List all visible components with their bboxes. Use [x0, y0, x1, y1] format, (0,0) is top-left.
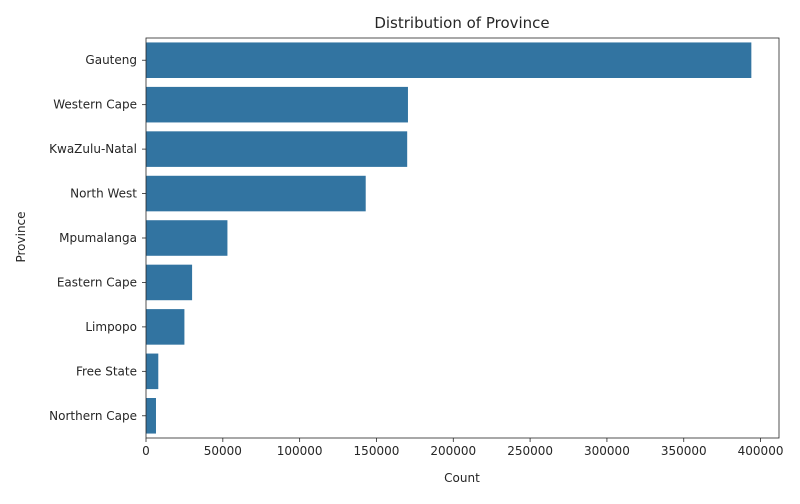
y-tick-label: Western Cape — [53, 98, 137, 112]
x-tick-label: 0 — [142, 444, 150, 458]
x-tick-label: 100000 — [277, 444, 323, 458]
x-axis-ticks: 0 50000 100000 150000 200000 250000 300000 3500… — [142, 438, 783, 458]
y-tick-label: Mpumalanga — [59, 231, 137, 245]
bar-mpumalanga — [146, 220, 228, 256]
x-tick-label: 250000 — [507, 444, 553, 458]
x-tick-label: 150000 — [354, 444, 400, 458]
bar-north-west — [146, 175, 366, 212]
y-tick-label: Limpopo — [85, 320, 137, 334]
bar-gauteng — [146, 42, 752, 78]
x-tick-label: 200000 — [430, 444, 476, 458]
bar-free-state — [146, 353, 159, 390]
x-tick-label: 350000 — [661, 444, 707, 458]
y-tick-label: North West — [70, 187, 137, 201]
bar-kwazulu-natal — [146, 131, 408, 167]
bar-eastern-cape — [146, 264, 193, 301]
y-tick-label: Northern Cape — [49, 409, 137, 423]
y-tick-label: Eastern Cape — [57, 275, 137, 289]
x-tick-label: 400000 — [738, 444, 784, 458]
x-tick-label: 300000 — [584, 444, 630, 458]
bar-western-cape — [146, 86, 408, 123]
y-axis-ticks: Gauteng Western Cape KwaZulu-Natal North We… — [49, 53, 146, 423]
x-axis-label: Count — [444, 471, 480, 485]
bar-northern-cape — [146, 398, 156, 434]
y-tick-label: Free State — [76, 364, 137, 378]
y-tick-label: Gauteng — [85, 53, 137, 67]
x-tick-label: 50000 — [204, 444, 242, 458]
chart-title: Distribution of Province — [374, 14, 549, 32]
y-tick-label: KwaZulu-Natal — [49, 142, 137, 156]
bars-group — [146, 42, 752, 434]
bar-limpopo — [146, 309, 185, 345]
y-axis-label: Province — [14, 211, 28, 262]
